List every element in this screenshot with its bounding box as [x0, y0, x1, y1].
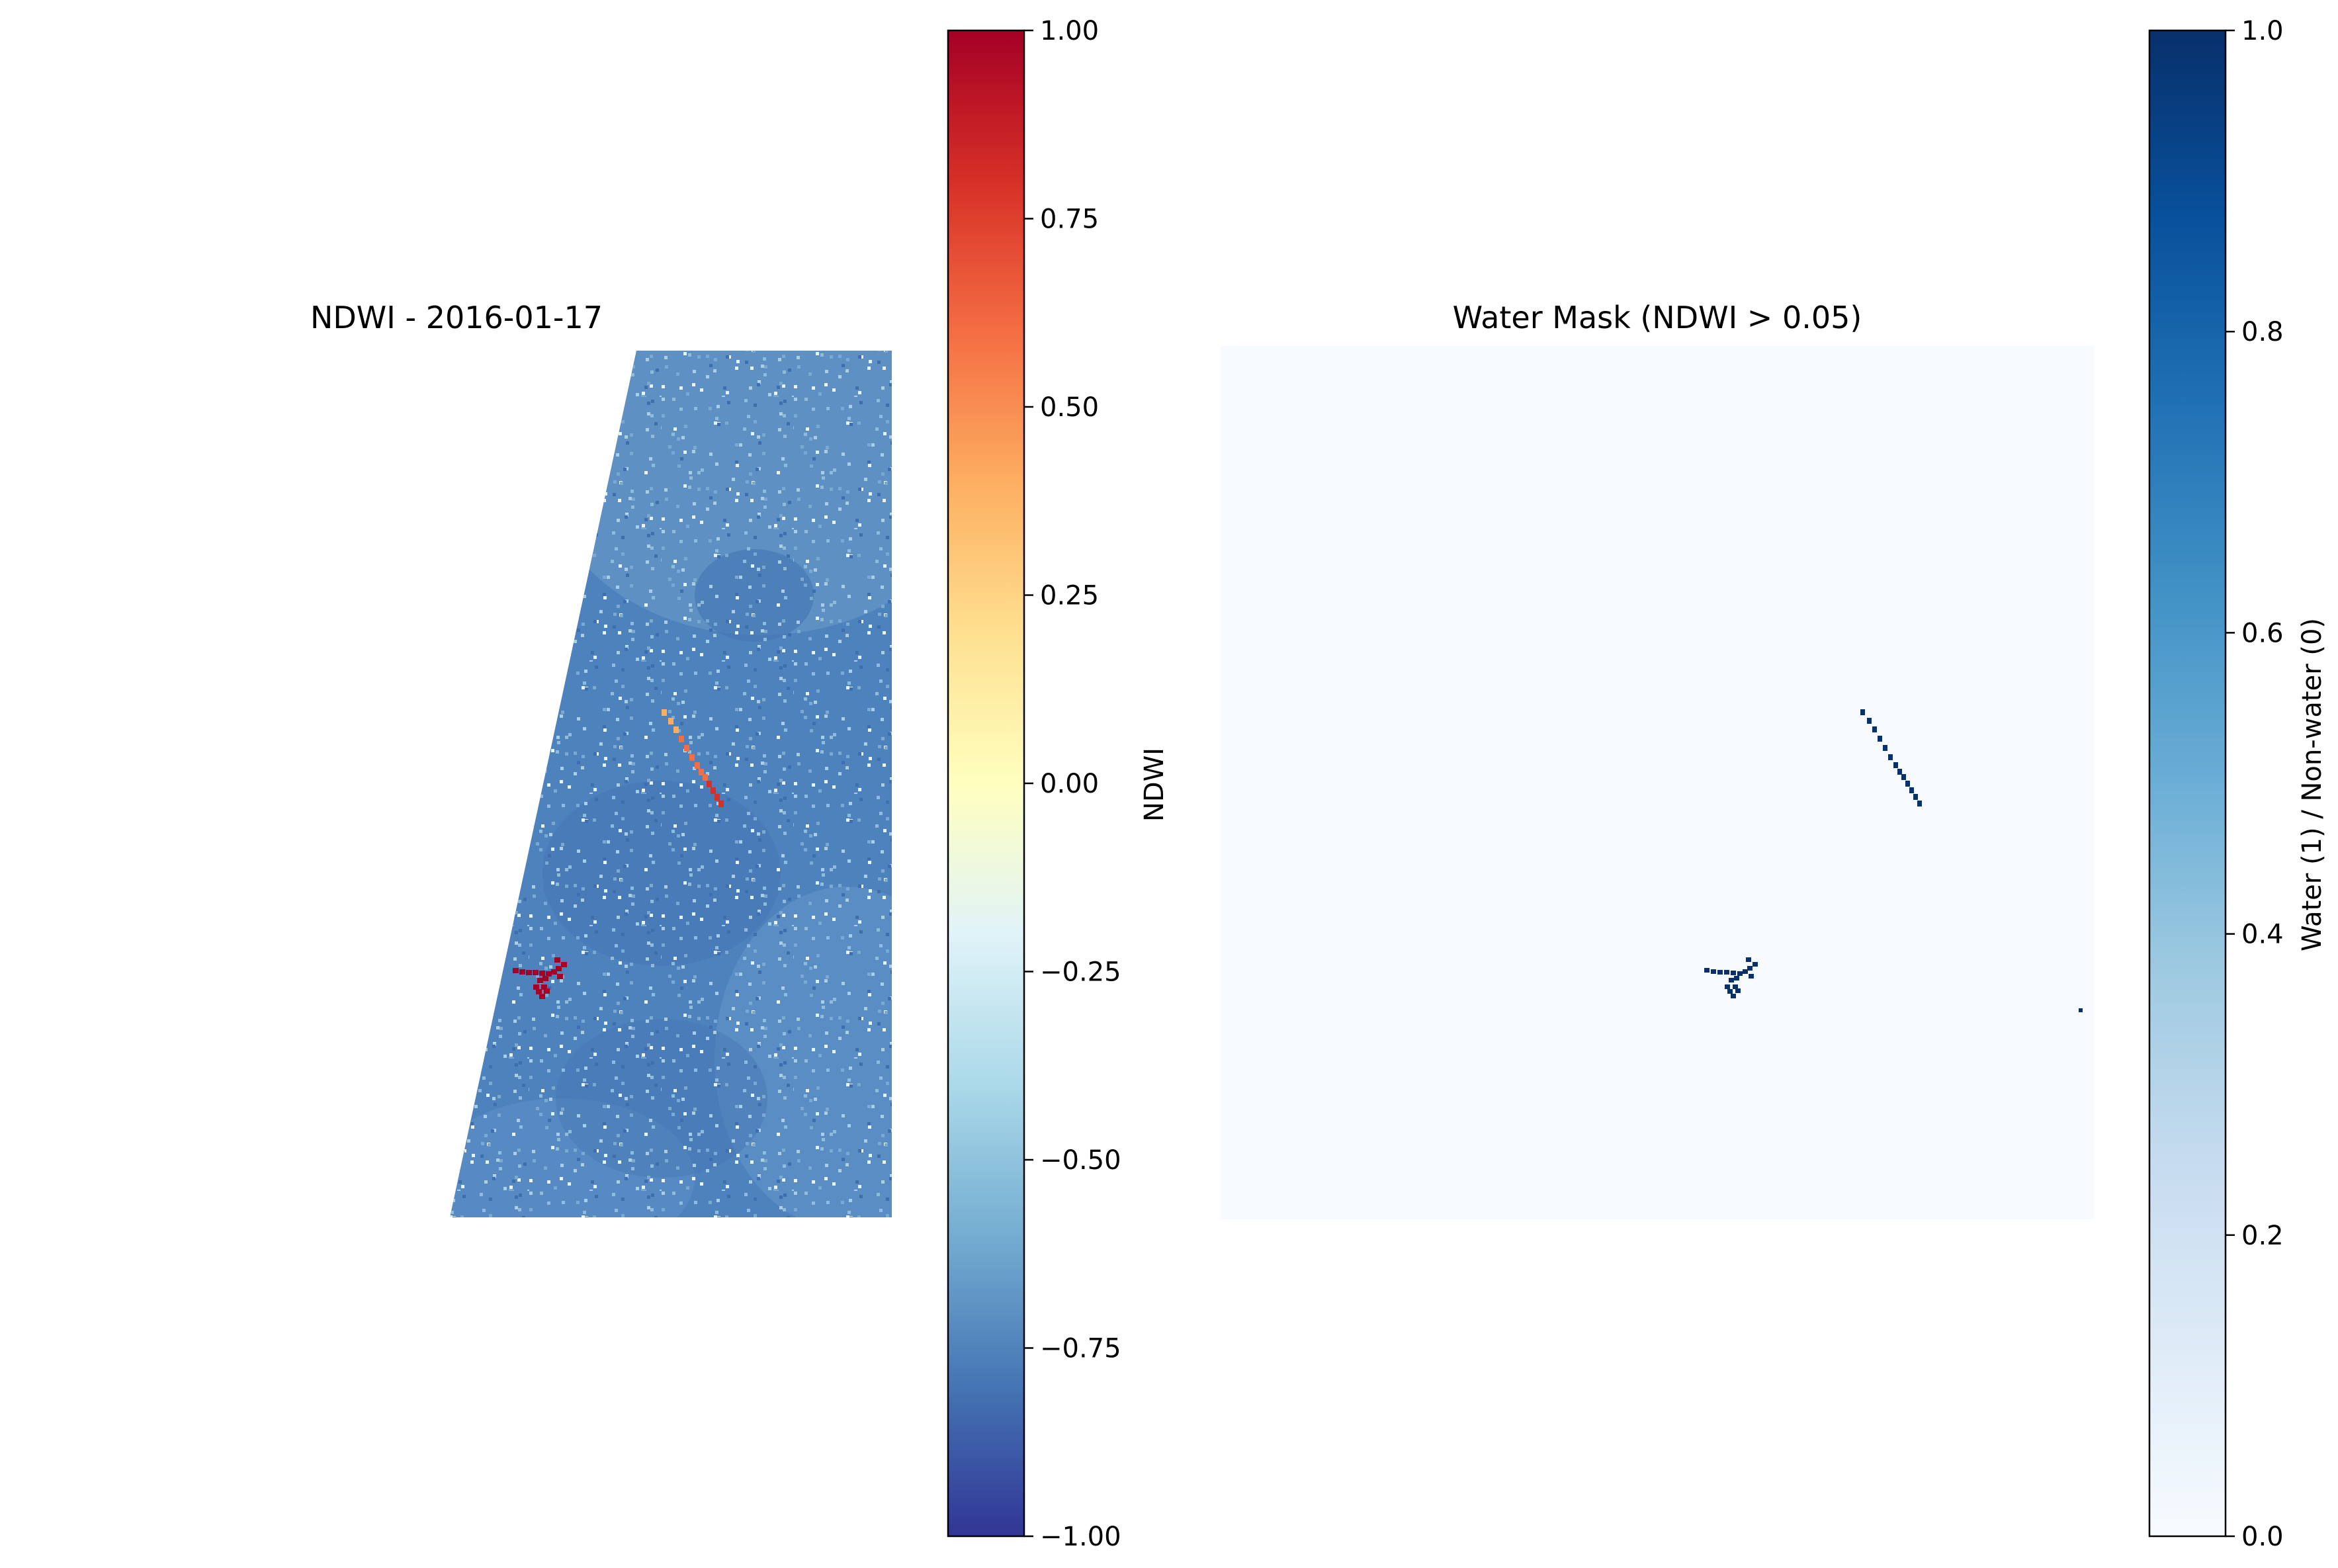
mask-pond-pixel — [1753, 962, 1758, 967]
ndwi-pond-pixel — [533, 970, 539, 975]
ndwi-stream-pixel — [703, 774, 708, 781]
ndwi-pond-pixel — [533, 984, 539, 990]
ndwi-pond-pixel — [556, 966, 562, 971]
ndwi-pond-pixel — [539, 994, 545, 999]
colorbar-tick-label: 0.50 — [1040, 392, 1099, 423]
colorbar-tick-label: 0.25 — [1040, 581, 1099, 611]
colorbar-tick-label: 0.0 — [2241, 1522, 2284, 1552]
ndwi-stream-pixel — [718, 801, 724, 807]
mask-speck-feature — [2079, 1008, 2083, 1012]
mask-stream-pixel — [1883, 745, 1887, 751]
colorbar-tick-label: −1.00 — [1040, 1522, 1121, 1552]
ndwi-pond-pixel — [546, 971, 552, 977]
ndwi-image — [450, 351, 892, 1217]
mask-pond-pixel — [1731, 971, 1736, 975]
mask-stream-pixel — [1893, 762, 1898, 768]
colorbar-tick-label: 0.75 — [1040, 204, 1099, 235]
ndwi-stream-pixel — [679, 736, 684, 742]
ndwi-stream-pixel — [668, 718, 673, 724]
mask-stream-pixel — [1913, 794, 1918, 800]
mask-stream-pixel — [1917, 801, 1922, 806]
mask-pond-pixel — [1743, 969, 1748, 974]
ndwi-pond-pixel — [539, 971, 545, 976]
ndwi-stream-pixel — [714, 794, 720, 801]
ndwi-pond-pixel — [513, 968, 519, 973]
colorbar-tick-label: −0.25 — [1040, 957, 1121, 988]
mask-panel: Water Mask (NDWI > 0.05) 1.0 0.8 0.6 0.4 0.2… — [1221, 16, 2327, 1552]
mask-stream-pixel — [1867, 718, 1872, 724]
ndwi-pond-pixel — [536, 989, 542, 994]
mask-pond-pixel — [1749, 974, 1754, 979]
mask-stream-feature — [1860, 709, 1922, 806]
ndwi-colorbar — [947, 29, 1025, 1538]
ndwi-panel: NDWI - 2016-01-17 1.00 0.75 0.50 0.25 0.00 −0… — [310, 16, 1170, 1552]
ndwi-colorbar-ticks: 1.00 0.75 0.50 0.25 0.00 −0.25 −0.50 −0.75 −1.00 — [1024, 16, 1121, 1552]
mask-stream-pixel — [1905, 781, 1910, 787]
mask-stream-pixel — [1897, 769, 1902, 775]
mask-pond-pixel — [1729, 978, 1734, 982]
mask-pond-pixel — [1724, 970, 1729, 975]
colorbar-tick-label: 0.00 — [1040, 769, 1099, 799]
ndwi-colorbar-label: NDWI — [1139, 748, 1170, 822]
mask-pond-pixel — [1711, 969, 1716, 974]
ndwi-stream-pixel — [711, 787, 716, 794]
mask-pond-pixel — [1737, 971, 1743, 976]
mask-stream-pixel — [1901, 774, 1906, 780]
mask-colorbar-label: Water (1) / Non-water (0) — [2297, 618, 2327, 951]
mask-title: Water Mask (NDWI > 0.05) — [1453, 300, 1862, 335]
ndwi-pond-pixel — [557, 974, 563, 979]
mask-stream-pixel — [1878, 736, 1882, 742]
colorbar-tick-label: 0.8 — [2241, 317, 2284, 347]
mask-stream-pixel — [1860, 709, 1865, 715]
ndwi-title: NDWI - 2016-01-17 — [310, 300, 603, 335]
mask-pond-feature — [1704, 957, 1758, 998]
ndwi-pond-pixel — [542, 976, 548, 981]
ndwi-stream-pixel — [673, 726, 679, 733]
colorbar-tick-label: 1.0 — [2241, 16, 2284, 46]
ndwi-pond-pixel — [519, 969, 525, 975]
ndwi-stream-pixel — [699, 769, 704, 775]
ndwi-stream-pixel — [695, 762, 700, 769]
mask-stream-pixel — [1888, 754, 1893, 760]
ndwi-pond-feature — [513, 957, 567, 999]
colorbar-tick-label: 0.6 — [2241, 618, 2284, 648]
mask-image-base — [1221, 346, 2094, 1219]
mask-pond-pixel — [1734, 976, 1739, 980]
mask-pond-pixel — [1731, 994, 1736, 998]
mask-stream-pixel — [1909, 787, 1914, 793]
mask-pond-pixel — [1704, 968, 1710, 973]
mask-pond-pixel — [1733, 984, 1738, 989]
ndwi-pond-pixel — [541, 984, 547, 990]
ndwi-pond-pixel — [544, 988, 550, 994]
mask-stream-pixel — [1872, 726, 1877, 732]
ndwi-stream-pixel — [684, 745, 689, 752]
ndwi-stream-feature — [662, 709, 724, 807]
mask-image — [1221, 346, 2094, 1219]
ndwi-pond-pixel — [561, 962, 567, 967]
ndwi-image-speckle — [450, 351, 892, 1217]
colorbar-tick-label: −0.50 — [1040, 1145, 1121, 1176]
ndwi-stream-pixel — [689, 754, 695, 761]
ndwi-pond-pixel — [551, 969, 557, 975]
colorbar-tick-label: −0.75 — [1040, 1334, 1121, 1364]
colorbar-tick-label: 1.00 — [1040, 16, 1099, 46]
mask-pond-pixel — [1725, 984, 1730, 989]
ndwi-pond-pixel — [526, 970, 532, 975]
mask-pond-pixel — [1747, 966, 1753, 971]
mask-pond-pixel — [1727, 989, 1733, 994]
mask-colorbar — [2148, 29, 2227, 1538]
ndwi-pond-pixel — [554, 957, 560, 963]
mask-pond-pixel — [1746, 957, 1751, 962]
colorbar-tick-label: 0.4 — [2241, 920, 2284, 950]
ndwi-stream-pixel — [707, 781, 712, 787]
mask-colorbar-ticks: 1.0 0.8 0.6 0.4 0.2 0.0 — [2226, 16, 2284, 1552]
ndwi-stream-pixel — [662, 709, 667, 716]
mask-pond-pixel — [1717, 970, 1723, 975]
colorbar-tick-label: 0.2 — [2241, 1221, 2284, 1251]
mask-pond-pixel — [1735, 988, 1741, 993]
ndwi-pond-pixel — [537, 978, 543, 983]
